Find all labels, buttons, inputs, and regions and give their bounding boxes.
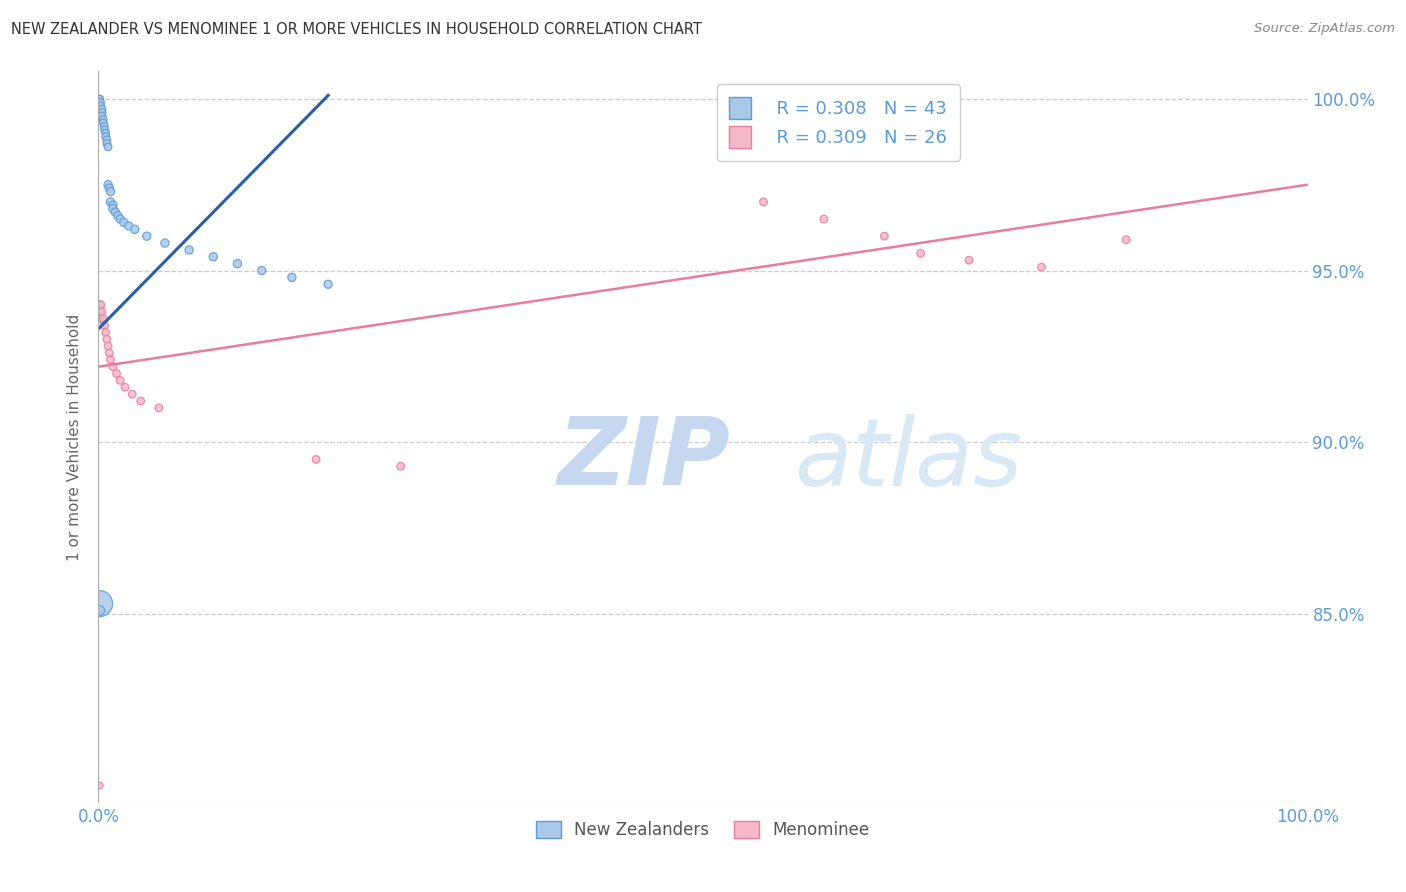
Point: [118, 219, 141, 233]
Point: [94, 326, 117, 340]
Point: [90, 98, 112, 112]
Point: [108, 373, 131, 387]
Point: [93, 120, 115, 134]
Point: [93, 122, 115, 136]
Point: [90, 95, 112, 110]
Point: [97, 339, 120, 353]
Point: [101, 198, 124, 212]
Point: [89, 779, 111, 793]
Point: [202, 250, 225, 264]
Point: [305, 452, 328, 467]
Point: [91, 109, 114, 123]
Point: [101, 202, 124, 216]
Point: [281, 270, 304, 285]
Point: [389, 459, 412, 474]
Point: [124, 222, 146, 236]
Point: [91, 116, 114, 130]
Point: [316, 277, 339, 292]
Point: [112, 215, 135, 229]
Point: [100, 194, 122, 209]
Point: [104, 205, 127, 219]
Point: [148, 401, 170, 415]
Point: [873, 229, 896, 244]
Point: [129, 394, 152, 409]
Point: [89, 311, 111, 326]
Point: [89, 95, 111, 110]
Point: [91, 304, 114, 318]
Point: [108, 212, 131, 227]
Point: [94, 129, 117, 144]
Point: [96, 332, 118, 346]
Point: [101, 359, 124, 374]
Y-axis label: 1 or more Vehicles in Household: 1 or more Vehicles in Household: [67, 313, 83, 561]
Point: [89, 92, 111, 106]
Point: [100, 352, 122, 367]
Point: [114, 380, 136, 394]
Point: [105, 367, 128, 381]
Point: [813, 212, 835, 227]
Point: [89, 298, 111, 312]
Point: [1031, 260, 1053, 274]
Point: [752, 194, 775, 209]
Point: [91, 102, 114, 116]
Point: [96, 136, 118, 151]
Point: [179, 243, 201, 257]
Point: [97, 140, 120, 154]
Text: ZIP: ZIP: [558, 413, 731, 505]
Point: [93, 318, 115, 333]
Text: atlas: atlas: [793, 414, 1022, 505]
Point: [98, 346, 121, 360]
Point: [91, 311, 114, 326]
Point: [226, 257, 249, 271]
Point: [97, 178, 120, 192]
Point: [910, 246, 932, 260]
Point: [89, 603, 111, 617]
Point: [957, 253, 980, 268]
Point: [90, 298, 112, 312]
Text: NEW ZEALANDER VS MENOMINEE 1 OR MORE VEHICLES IN HOUSEHOLD CORRELATION CHART: NEW ZEALANDER VS MENOMINEE 1 OR MORE VEH…: [11, 22, 702, 37]
Point: [250, 263, 273, 277]
Point: [1115, 233, 1137, 247]
Point: [107, 209, 129, 223]
Point: [98, 181, 121, 195]
Point: [96, 133, 118, 147]
Point: [91, 112, 114, 127]
Legend: New Zealanders, Menominee: New Zealanders, Menominee: [530, 814, 876, 846]
Point: [89, 92, 111, 106]
Point: [94, 126, 117, 140]
Point: [89, 597, 111, 611]
Text: Source: ZipAtlas.com: Source: ZipAtlas.com: [1254, 22, 1395, 36]
Point: [89, 92, 111, 106]
Point: [100, 185, 122, 199]
Point: [153, 235, 176, 250]
Point: [91, 105, 114, 120]
Point: [121, 387, 143, 401]
Point: [135, 229, 157, 244]
Point: [89, 304, 111, 318]
